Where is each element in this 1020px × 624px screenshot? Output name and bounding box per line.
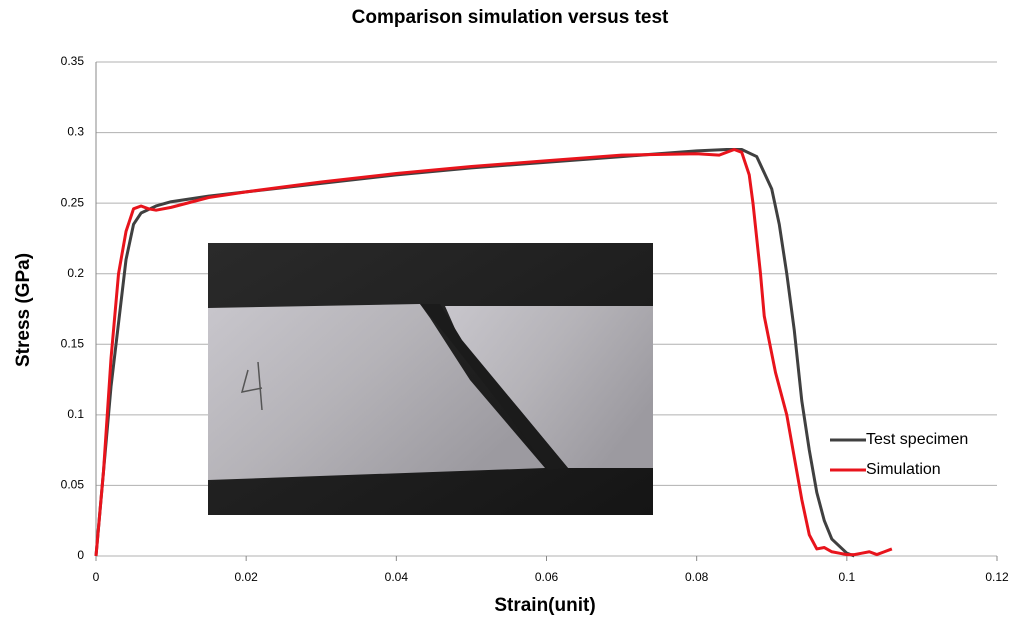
inset-photo (208, 243, 653, 515)
x-axis-title: Strain(unit) (494, 595, 595, 616)
y-tick-label: 0.05 (61, 478, 85, 492)
y-axis-title: Stress (GPa) (13, 253, 34, 367)
y-tick-label: 0.2 (67, 266, 84, 280)
x-tick-label: 0.04 (385, 570, 409, 584)
x-tick-label: 0.06 (535, 570, 559, 584)
x-tick-label: 0.02 (234, 570, 258, 584)
y-tick-label: 0 (77, 548, 84, 562)
plot-area: Test specimen Simulation (94, 148, 968, 558)
y-tick-label: 0.1 (67, 407, 84, 421)
x-tick-label: 0.12 (985, 570, 1009, 584)
x-tick-label: 0.1 (838, 570, 855, 584)
x-tick-label: 0.08 (685, 570, 709, 584)
legend-label: Test specimen (866, 431, 968, 448)
y-tick-label: 0.35 (61, 54, 85, 68)
series-line (94, 148, 893, 557)
x-tick-label: 0 (93, 570, 100, 584)
y-tick-label: 0.3 (67, 125, 84, 139)
y-tick-label: 0.15 (61, 336, 85, 350)
legend-label: Simulation (866, 461, 941, 478)
y-tick-label: 0.25 (61, 195, 85, 209)
chart-title: Comparison simulation versus test (352, 7, 669, 28)
